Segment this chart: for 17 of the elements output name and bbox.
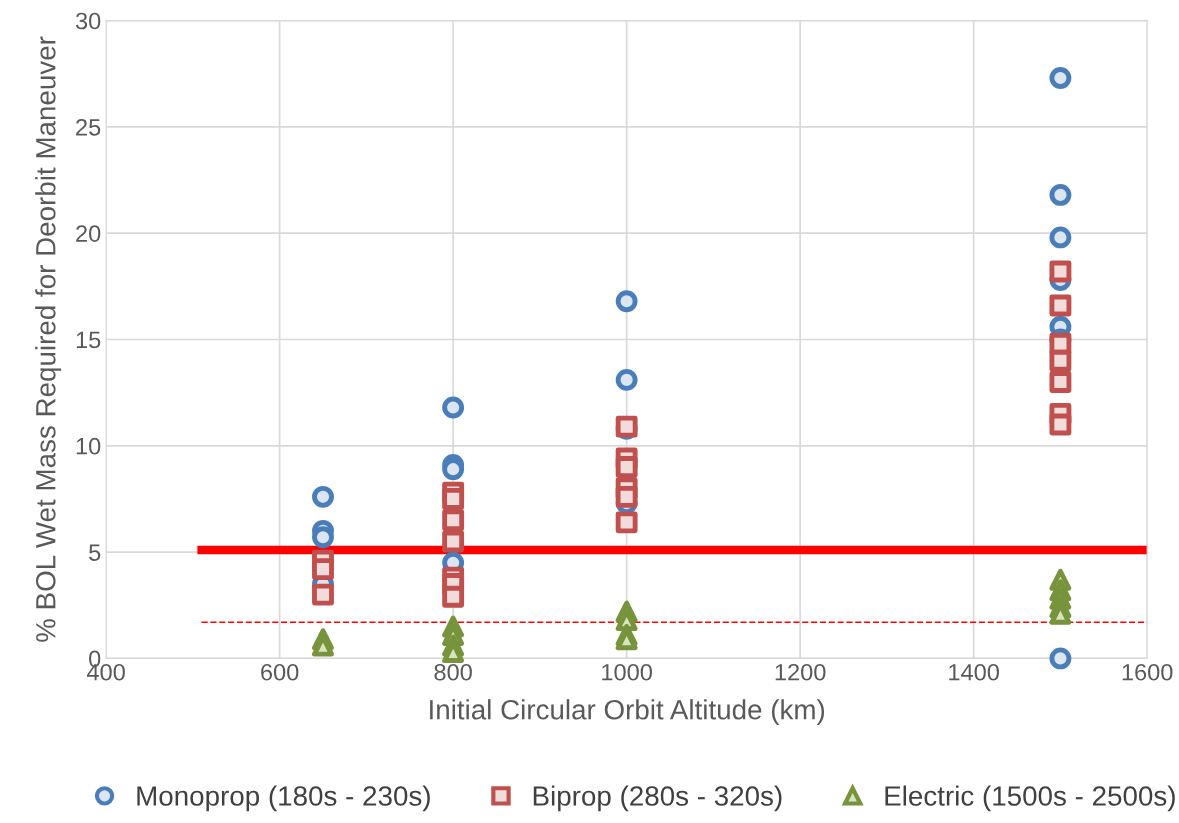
x-tick-label: 1000 (602, 663, 652, 681)
y-tick-label: 30 (75, 12, 101, 30)
x-tick-label: 1600 (1122, 663, 1173, 681)
x-tick-label: 800 (434, 663, 472, 681)
legend-label: Biprop (280s - 320s) (533, 785, 782, 812)
legend-label: Electric (1500s - 2500s) (885, 785, 1175, 812)
x-tick-label: 1200 (775, 663, 826, 681)
y-tick-label: 15 (76, 331, 101, 349)
y-axis-title: % BOL Wet Mass Required for Deorbit Maneuver (35, 36, 62, 642)
legend-label: Monoprop (180s - 230s) (137, 785, 430, 812)
x-axis-title: Initial Circular Orbit Altitude (km) (430, 699, 825, 726)
y-tick-label: 25 (76, 118, 101, 136)
x-tick-label: 600 (261, 663, 299, 681)
x-tick-label: 1400 (949, 663, 999, 681)
y-tick-label: 10 (76, 437, 101, 455)
y-tick-label: 5 (89, 544, 101, 561)
y-tick-label: 20 (76, 225, 101, 242)
